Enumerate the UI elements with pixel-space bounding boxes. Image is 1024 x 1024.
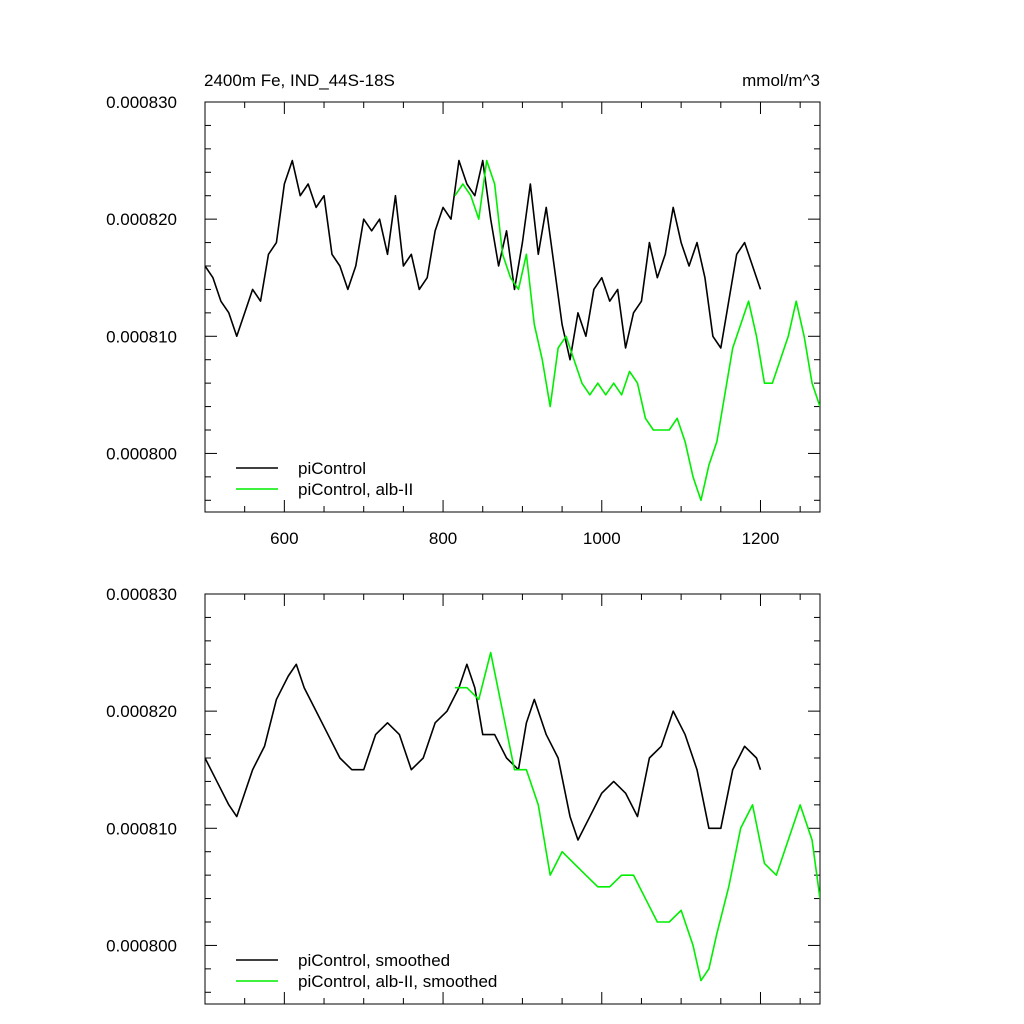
top-x-tick-label: 1000 bbox=[583, 529, 621, 548]
top-plot-frame bbox=[204, 101, 821, 513]
top-y-tick-label: 0.000810 bbox=[106, 327, 177, 346]
bottom-y-tick-label: 0.000810 bbox=[106, 819, 177, 838]
bottom-y-tick-label: 0.000800 bbox=[106, 936, 177, 955]
bottom-series-line-1 bbox=[205, 663, 762, 841]
bottom-plot-frame bbox=[204, 593, 821, 1005]
bottom-y-tick-label: 0.000830 bbox=[106, 585, 177, 604]
top-y-tick-label: 0.000800 bbox=[106, 444, 177, 463]
bottom-panel: 0.000800 0.000810 0.000820 0.000830 piContro… bbox=[106, 585, 821, 1005]
units-label: mmol/m^3 bbox=[742, 71, 820, 90]
figure-title: 2400m Fe, IND_44S-18S bbox=[204, 71, 395, 90]
bottom-legend-label: piControl, alb-II, smoothed bbox=[298, 972, 497, 991]
top-legend-label: piControl, alb-II bbox=[298, 480, 413, 499]
top-legend-label: piControl bbox=[298, 459, 366, 478]
top-y-tick-label: 0.000820 bbox=[106, 210, 177, 229]
top-series-line-2 bbox=[454, 159, 820, 502]
top-series-line-1 bbox=[205, 159, 762, 361]
top-x-tick-label: 800 bbox=[429, 529, 457, 548]
bottom-y-tick-label: 0.000820 bbox=[106, 702, 177, 721]
top-y-tick-label: 0.000830 bbox=[106, 93, 177, 112]
top-x-tick-label: 1200 bbox=[742, 529, 780, 548]
bottom-series-line-2 bbox=[454, 651, 820, 982]
bottom-legend-label: piControl, smoothed bbox=[298, 951, 450, 970]
top-panel: 600 800 1000 1200 0.000800 0.000810 0.000820 0.… bbox=[106, 93, 821, 548]
top-x-tick-label: 600 bbox=[270, 529, 298, 548]
